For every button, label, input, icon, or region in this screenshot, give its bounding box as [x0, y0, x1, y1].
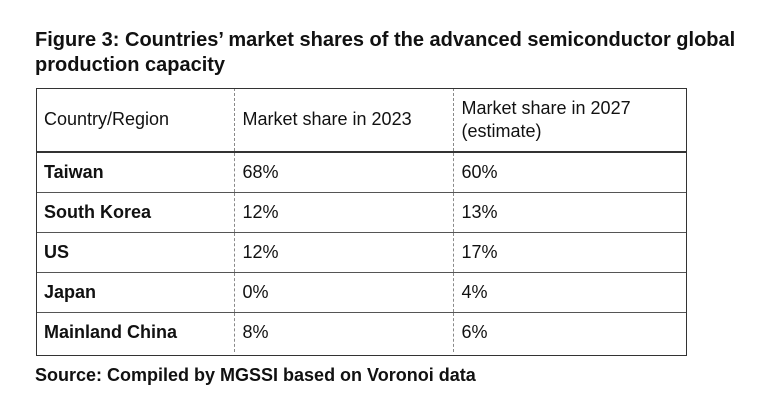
share-2023-cell: 0%: [233, 272, 453, 313]
table-row: South Korea 12% 13%: [36, 192, 687, 233]
source-note: Source: Compiled by MGSSI based on Voron…: [35, 365, 476, 385]
country-cell: Japan: [36, 272, 234, 313]
table-row: Taiwan 68% 60%: [36, 152, 687, 193]
figure-title: Figure 3: Countries’ market shares of th…: [35, 29, 736, 76]
country-cell: US: [36, 232, 234, 273]
table-header-row: Country/Region Market share in 2023 Mark…: [36, 88, 687, 153]
country-cell: Mainland China: [44, 322, 178, 342]
share-2027-cell: 4%: [452, 272, 687, 313]
share-2027-cell: 60%: [452, 152, 687, 193]
share-2023-cell: 8%: [233, 312, 453, 352]
table-row: Japan 0% 4%: [36, 272, 687, 313]
header-country: Country/Region: [36, 88, 234, 153]
header-share-2027: Market share in 2027 (estimate): [452, 88, 687, 153]
table-row: US 12% 17%: [36, 232, 687, 273]
table-row: Mainland China 8% 6%: [36, 312, 687, 352]
share-2023-cell: 12%: [233, 192, 453, 233]
market-share-table: Country/Region Market share in 2023 Mark…: [36, 88, 687, 352]
header-share-2023: Market share in 2023: [233, 88, 453, 153]
country-cell: Taiwan: [36, 152, 234, 193]
share-2027-cell: 13%: [452, 192, 687, 233]
share-2027-cell: 6%: [452, 312, 687, 352]
share-2023-cell: 12%: [233, 232, 453, 273]
share-2027-cell: 17%: [452, 232, 687, 273]
country-cell: South Korea: [36, 192, 234, 233]
share-2023-cell: 68%: [233, 152, 453, 193]
header-share-2027-line2: (estimate): [461, 120, 542, 141]
header-share-2027-line1: Market share in 2027: [461, 97, 631, 118]
